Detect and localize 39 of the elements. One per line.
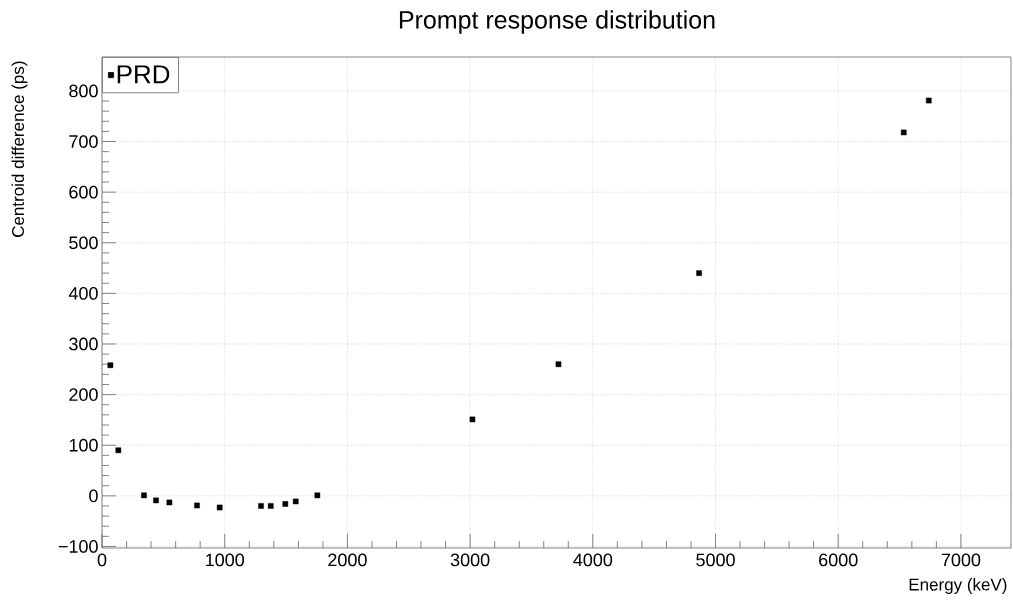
y-tick-label: 600 [69, 185, 98, 199]
point [555, 361, 562, 368]
y-tick-label: 200 [69, 388, 98, 401]
y-tick-label: 700 [69, 135, 98, 148]
y-tick-label: 100 [69, 438, 98, 452]
point [258, 503, 264, 509]
y-tick-label: 0 [89, 489, 98, 503]
point [115, 447, 122, 454]
x-tick-label: 3000 [450, 553, 490, 567]
x-tick-label: 1000 [206, 553, 245, 567]
x-tick-label: 7000 [941, 553, 981, 567]
x-tick-label: 4000 [573, 553, 613, 567]
x-axis-title: Energy (keV) [909, 578, 1007, 594]
point [267, 503, 274, 509]
y-tick-label: −100 [58, 540, 98, 553]
point [282, 501, 289, 507]
point [292, 498, 299, 505]
x-tick-label: 2000 [328, 553, 367, 567]
point [925, 97, 932, 104]
point [141, 492, 147, 499]
x-tick-label: 5000 [696, 553, 735, 567]
point [107, 362, 114, 369]
y-tick-label: 500 [69, 236, 98, 250]
point [153, 497, 159, 504]
point [696, 270, 702, 276]
point [469, 416, 476, 423]
x-tick-label: 6000 [819, 553, 858, 567]
chart-title: Prompt response distribution [399, 10, 715, 34]
x-tick-label: 0 [97, 553, 107, 567]
point [194, 502, 200, 509]
y-tick-label: 300 [69, 337, 98, 351]
y-tick-label: 400 [68, 287, 98, 300]
y-axis-title: Centroid difference (ps) [11, 61, 28, 237]
legend-label: PRD [117, 65, 170, 84]
point [900, 129, 907, 136]
point [216, 504, 223, 511]
point [314, 492, 321, 499]
y-tick-label: 800 [69, 84, 98, 98]
point [166, 499, 173, 506]
